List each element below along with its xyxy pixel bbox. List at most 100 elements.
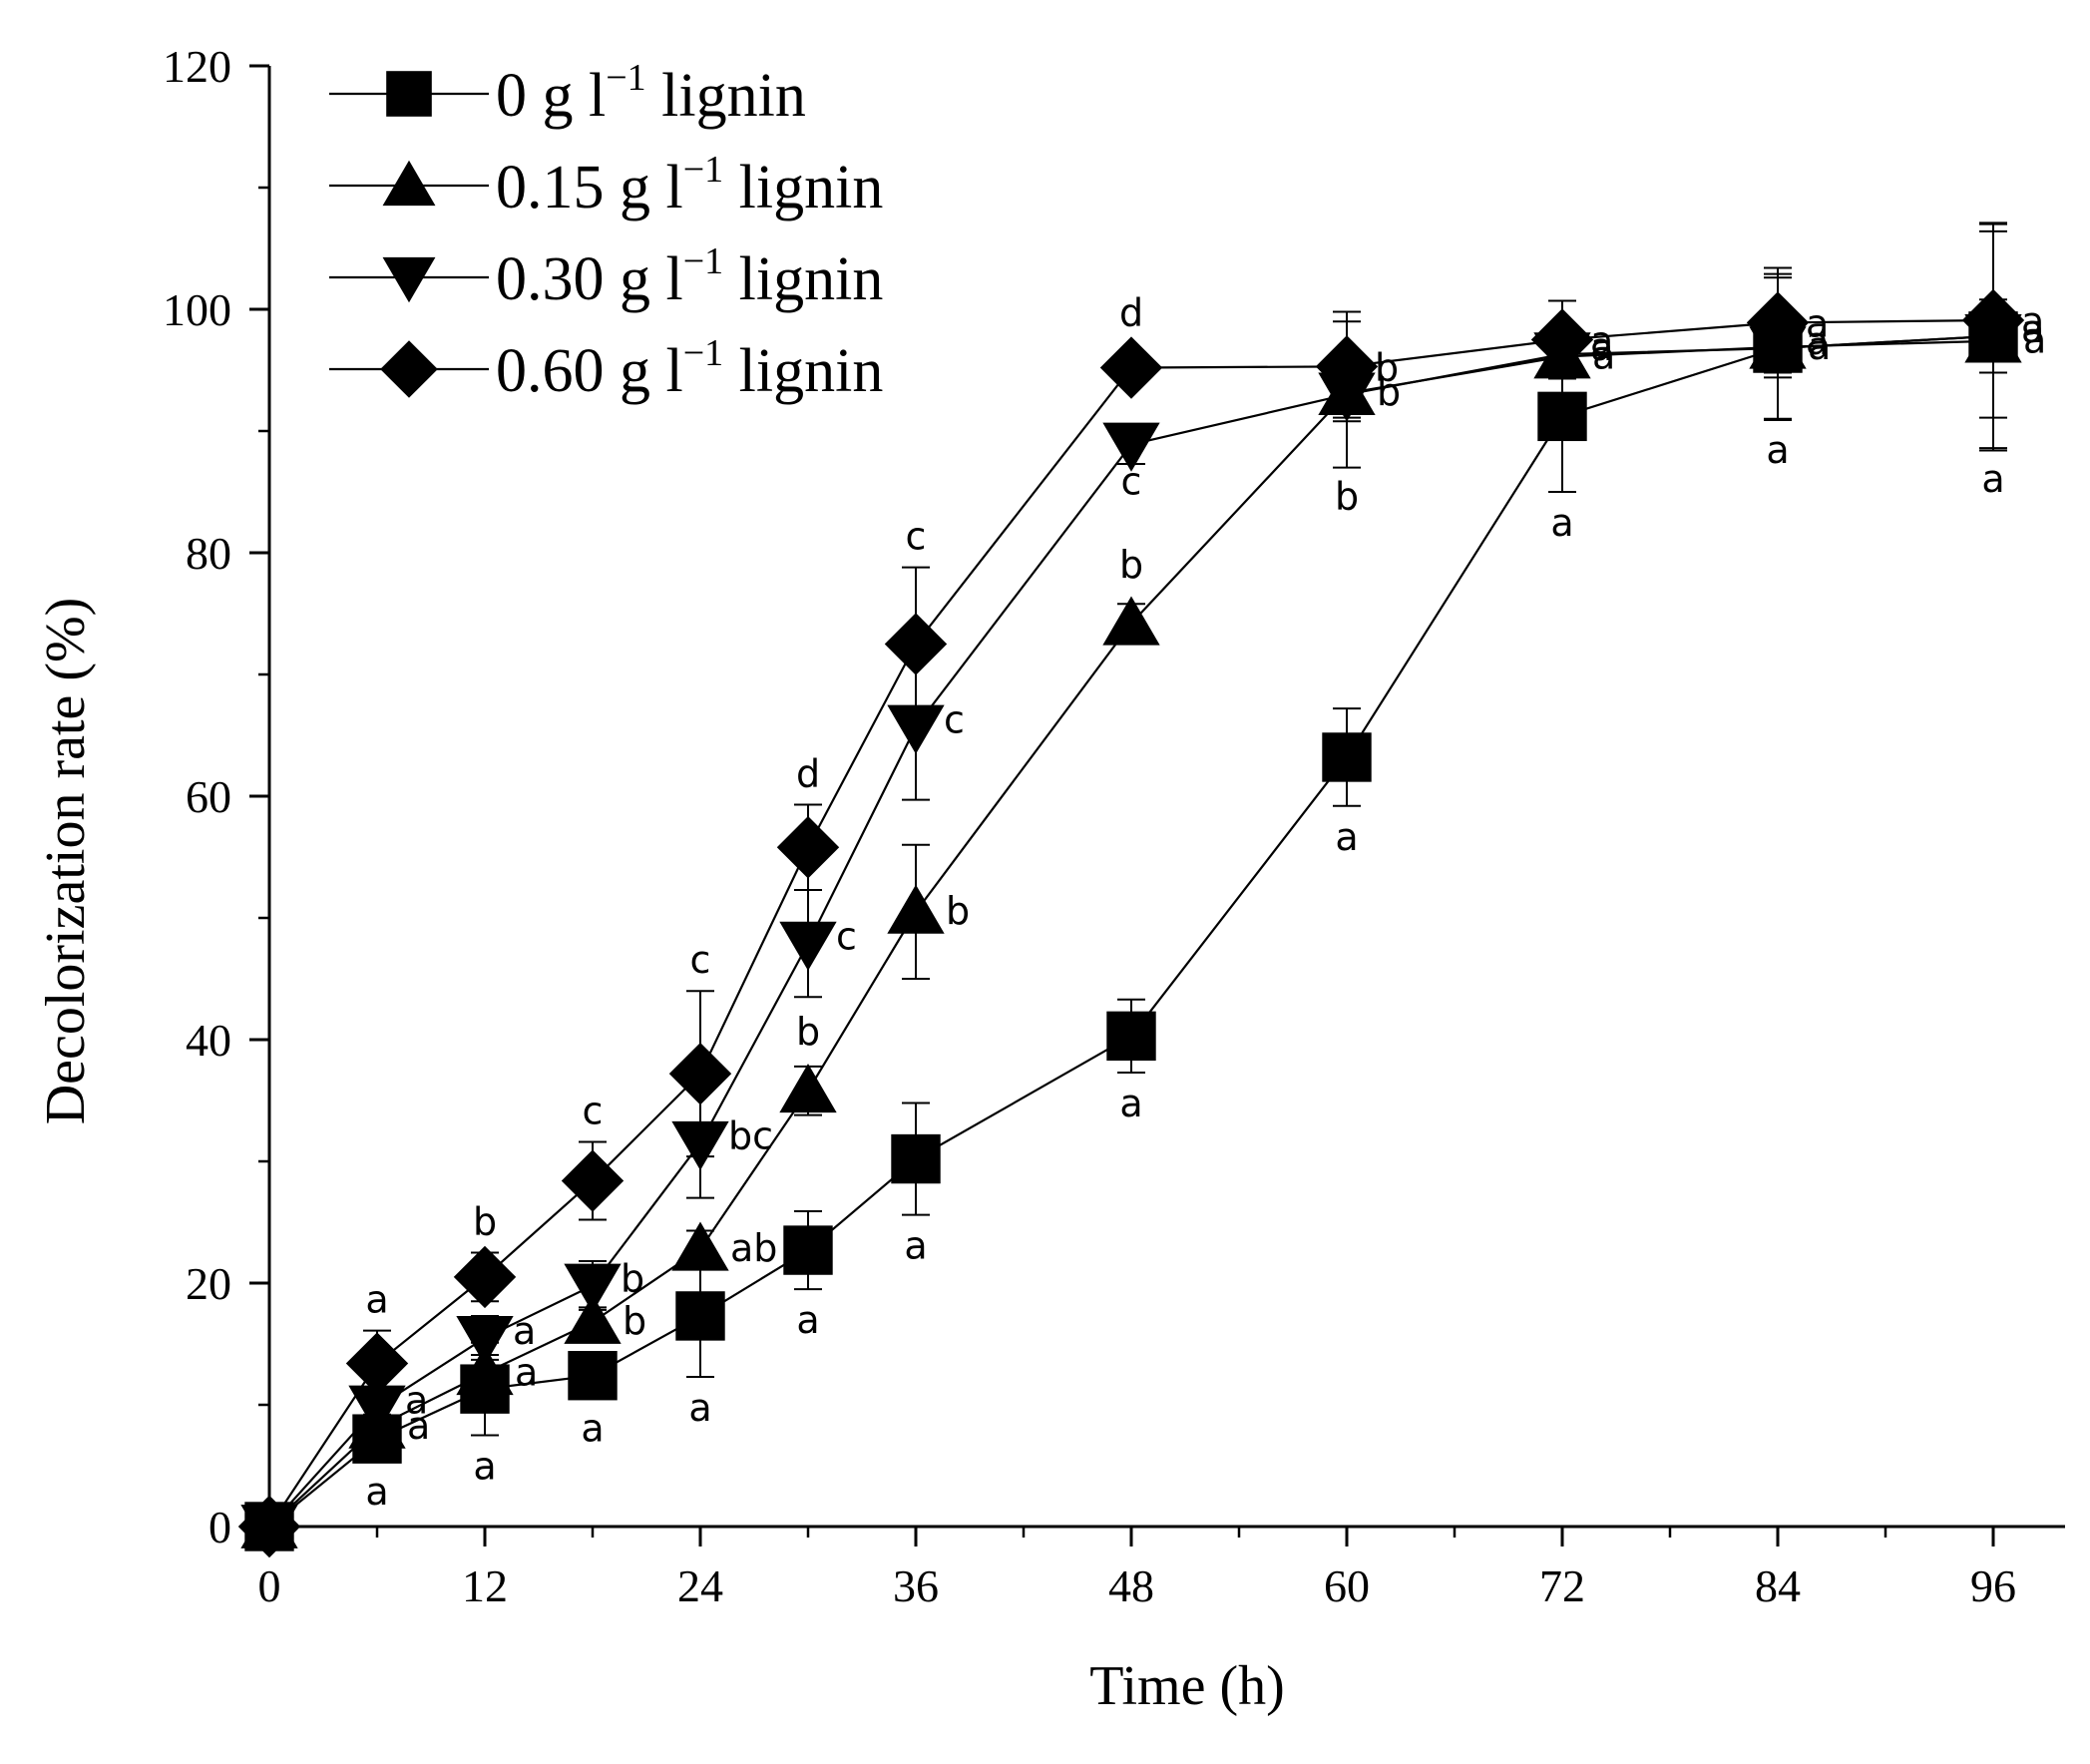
y-tick-label: 60 (186, 771, 231, 822)
x-tick-label: 48 (1108, 1560, 1154, 1611)
x-tick-label: 0 (258, 1560, 281, 1611)
data-point (675, 1291, 725, 1341)
significance-letter: c (944, 697, 965, 741)
significance-letter: a (1806, 319, 1829, 363)
significance-letter: c (1121, 459, 1142, 503)
ticks-group: 0 12 24 36 48 60 72 84 96 0 20 40 60 80 100 120 (163, 41, 2016, 1611)
y-tick-label: 40 (186, 1015, 231, 1066)
x-tick-label: 24 (677, 1560, 723, 1611)
legend-label: 0.30 g l−1 lignin (496, 240, 883, 313)
significance-letter: b (1119, 543, 1143, 587)
y-tick-label: 80 (186, 528, 231, 579)
data-point (1537, 391, 1587, 442)
significance-letter: a (515, 1350, 538, 1394)
x-axis-title: Time (h) (1089, 1655, 1285, 1717)
legend-label: 0.15 g l−1 lignin (496, 149, 883, 221)
x-tick-label: 60 (1324, 1560, 1370, 1611)
data-point (887, 704, 945, 754)
data-point (456, 1316, 514, 1366)
significance-letter: a (2021, 307, 2044, 351)
x-tick-label: 96 (1970, 1560, 2016, 1611)
legend-label: 0.60 g l−1 lignin (496, 332, 883, 405)
legend-item: 0 g l−1 lignin (329, 57, 806, 130)
data-point (456, 1345, 514, 1396)
data-point (1322, 732, 1372, 782)
significance-letter: b (473, 1200, 497, 1244)
legend-marker (382, 160, 436, 207)
significance-letter: a (688, 1386, 711, 1430)
significance-letter: c (583, 1089, 604, 1132)
data-point (348, 1385, 406, 1435)
significance-letter: b (1335, 475, 1359, 519)
significance-letter: a (513, 1309, 536, 1353)
data-point (668, 1042, 732, 1105)
y-axis-title: Decolorization rate (%) (35, 598, 97, 1125)
significance-letter: a (407, 1404, 430, 1448)
data-point (671, 1221, 729, 1271)
data-point (345, 1332, 409, 1395)
significance-letter: a (1590, 319, 1613, 363)
significance-letter: a (1550, 501, 1573, 545)
data-point (564, 1263, 622, 1313)
significance-letter: a (365, 1470, 388, 1514)
significance-letter: b (1377, 370, 1401, 414)
legend-marker (380, 340, 438, 398)
significance-letter: a (796, 1298, 819, 1342)
data-point (783, 1225, 833, 1275)
significance-letter: bc (728, 1114, 773, 1158)
significance-letter: c (836, 915, 857, 959)
significance-letter: a (1808, 324, 1831, 368)
x-tick-label: 36 (893, 1560, 939, 1611)
series-line (268, 318, 1994, 1528)
significance-letter: a (1592, 334, 1615, 378)
significance-letter: ab (730, 1226, 777, 1270)
significance-letter: a (1590, 325, 1613, 369)
y-tick-label: 120 (163, 41, 231, 92)
data-point (1530, 308, 1594, 371)
y-tick-label: 100 (163, 284, 231, 335)
y-tick-label: 0 (209, 1502, 231, 1552)
significance-letter: a (365, 1278, 388, 1322)
data-point (1106, 1011, 1156, 1062)
data-point (884, 613, 948, 675)
significance-letter: a (1766, 428, 1789, 472)
legend-item: 0.15 g l−1 lignin (329, 149, 883, 221)
legend-label: 0 g l−1 lignin (496, 57, 806, 130)
data-point (1961, 288, 2025, 352)
data-point (568, 1351, 618, 1401)
legend-item: 0.30 g l−1 lignin (329, 240, 883, 313)
data-point (1102, 422, 1160, 472)
significance-letter: a (1806, 301, 1829, 345)
data-point (779, 921, 837, 971)
series-line (268, 334, 1994, 1528)
legend-marker (382, 256, 436, 303)
data-point (453, 1245, 517, 1309)
y-tick-label: 20 (186, 1258, 231, 1309)
significance-letter: d (1119, 291, 1143, 335)
data-point (1102, 596, 1160, 646)
markers-group (237, 288, 2025, 1558)
significance-letter: a (1119, 1082, 1142, 1125)
significance-letter: a (2021, 299, 2044, 343)
data-point (1315, 335, 1379, 398)
significance-letter: b (1375, 345, 1399, 389)
significance-letter: c (906, 515, 927, 559)
x-tick-label: 84 (1755, 1560, 1801, 1611)
data-point (1746, 291, 1810, 354)
significance-letter: a (405, 1378, 428, 1422)
significance-letter: a (904, 1224, 927, 1268)
significance-letter: c (690, 938, 711, 982)
significance-letter: b (621, 1256, 644, 1300)
data-point (564, 1294, 622, 1344)
data-point (891, 1133, 941, 1184)
significance-letter: d (796, 752, 820, 796)
significance-letter: a (1981, 457, 2004, 501)
significance-letter: b (946, 889, 970, 933)
data-point (1099, 336, 1163, 399)
significance-letter: b (623, 1299, 646, 1343)
significance-letter: a (581, 1407, 604, 1451)
x-tick-label: 72 (1539, 1560, 1585, 1611)
